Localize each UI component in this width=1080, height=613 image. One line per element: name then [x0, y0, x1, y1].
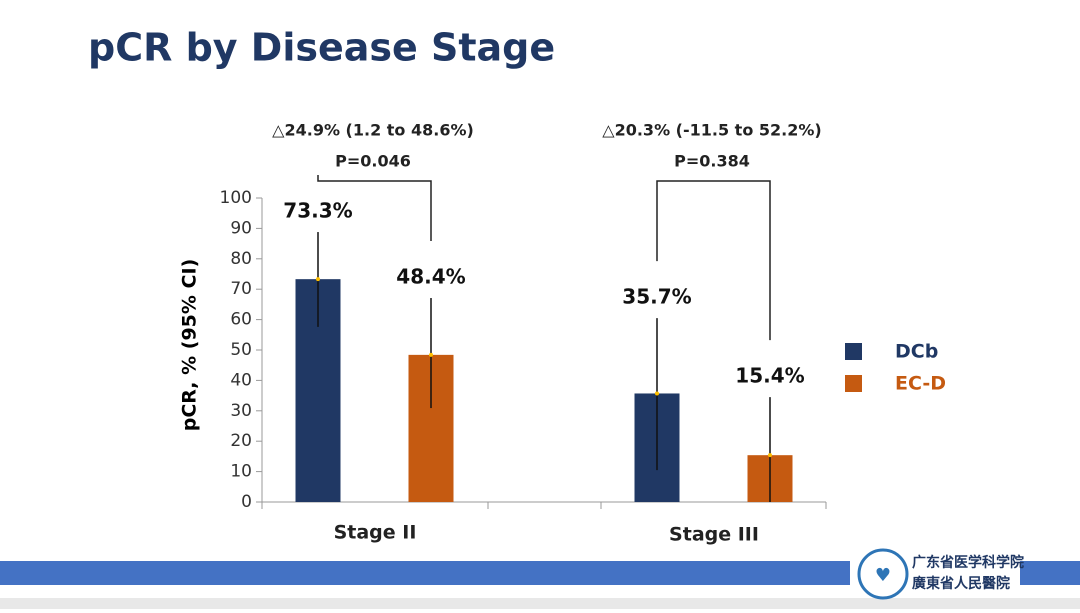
x-tick-label: Stage III [669, 524, 759, 546]
annotation: △20.3% (-11.5 to 52.2%) [602, 121, 821, 140]
x-tick-label: Stage II [334, 522, 417, 544]
bar-marker [768, 453, 772, 458]
title: pCR by Disease Stage [88, 26, 555, 70]
y-tick-label: 20 [230, 431, 252, 451]
y-tick-label: 100 [220, 188, 252, 208]
footer-strip [0, 598, 1080, 609]
bracket [317, 175, 432, 242]
y-tick-label: 70 [230, 279, 252, 299]
legend-swatch [845, 343, 862, 360]
bracket [656, 180, 771, 341]
footer-band [0, 561, 850, 585]
y-tick-label: 10 [230, 462, 252, 482]
annotation: P=0.384 [674, 152, 750, 171]
legend-swatch [845, 375, 862, 392]
annotation: △24.9% (1.2 to 48.6%) [272, 121, 474, 140]
y-tick-label: 80 [230, 249, 252, 269]
legend-label: DCb [895, 341, 938, 363]
value-label: 48.4% [396, 265, 465, 289]
footer-band [1020, 561, 1080, 585]
value-label: 73.3% [283, 199, 352, 223]
y-tick-label: 40 [230, 370, 252, 390]
y-tick-label: 30 [230, 401, 252, 421]
value-label: 15.4% [735, 364, 804, 388]
annotation: P=0.046 [335, 152, 411, 171]
legend-label: EC-D [895, 373, 946, 395]
logo-text: 廣東省人民醫院 [912, 575, 1010, 592]
y-tick-label: 50 [230, 340, 252, 360]
logo-text: 广东省医学科学院 [912, 554, 1024, 571]
value-label: 35.7% [622, 285, 691, 309]
logo-emblem [857, 548, 909, 600]
logo-mark: ♥ [875, 565, 891, 586]
y-tick-label: 60 [230, 310, 252, 330]
y-tick-label: 90 [230, 218, 252, 238]
y-tick-label: 0 [241, 492, 252, 512]
bar-marker [316, 277, 320, 282]
y-axis-label: pCR, % (95% CI) [179, 259, 201, 431]
bar-marker [429, 352, 433, 357]
bar-marker [655, 391, 659, 396]
